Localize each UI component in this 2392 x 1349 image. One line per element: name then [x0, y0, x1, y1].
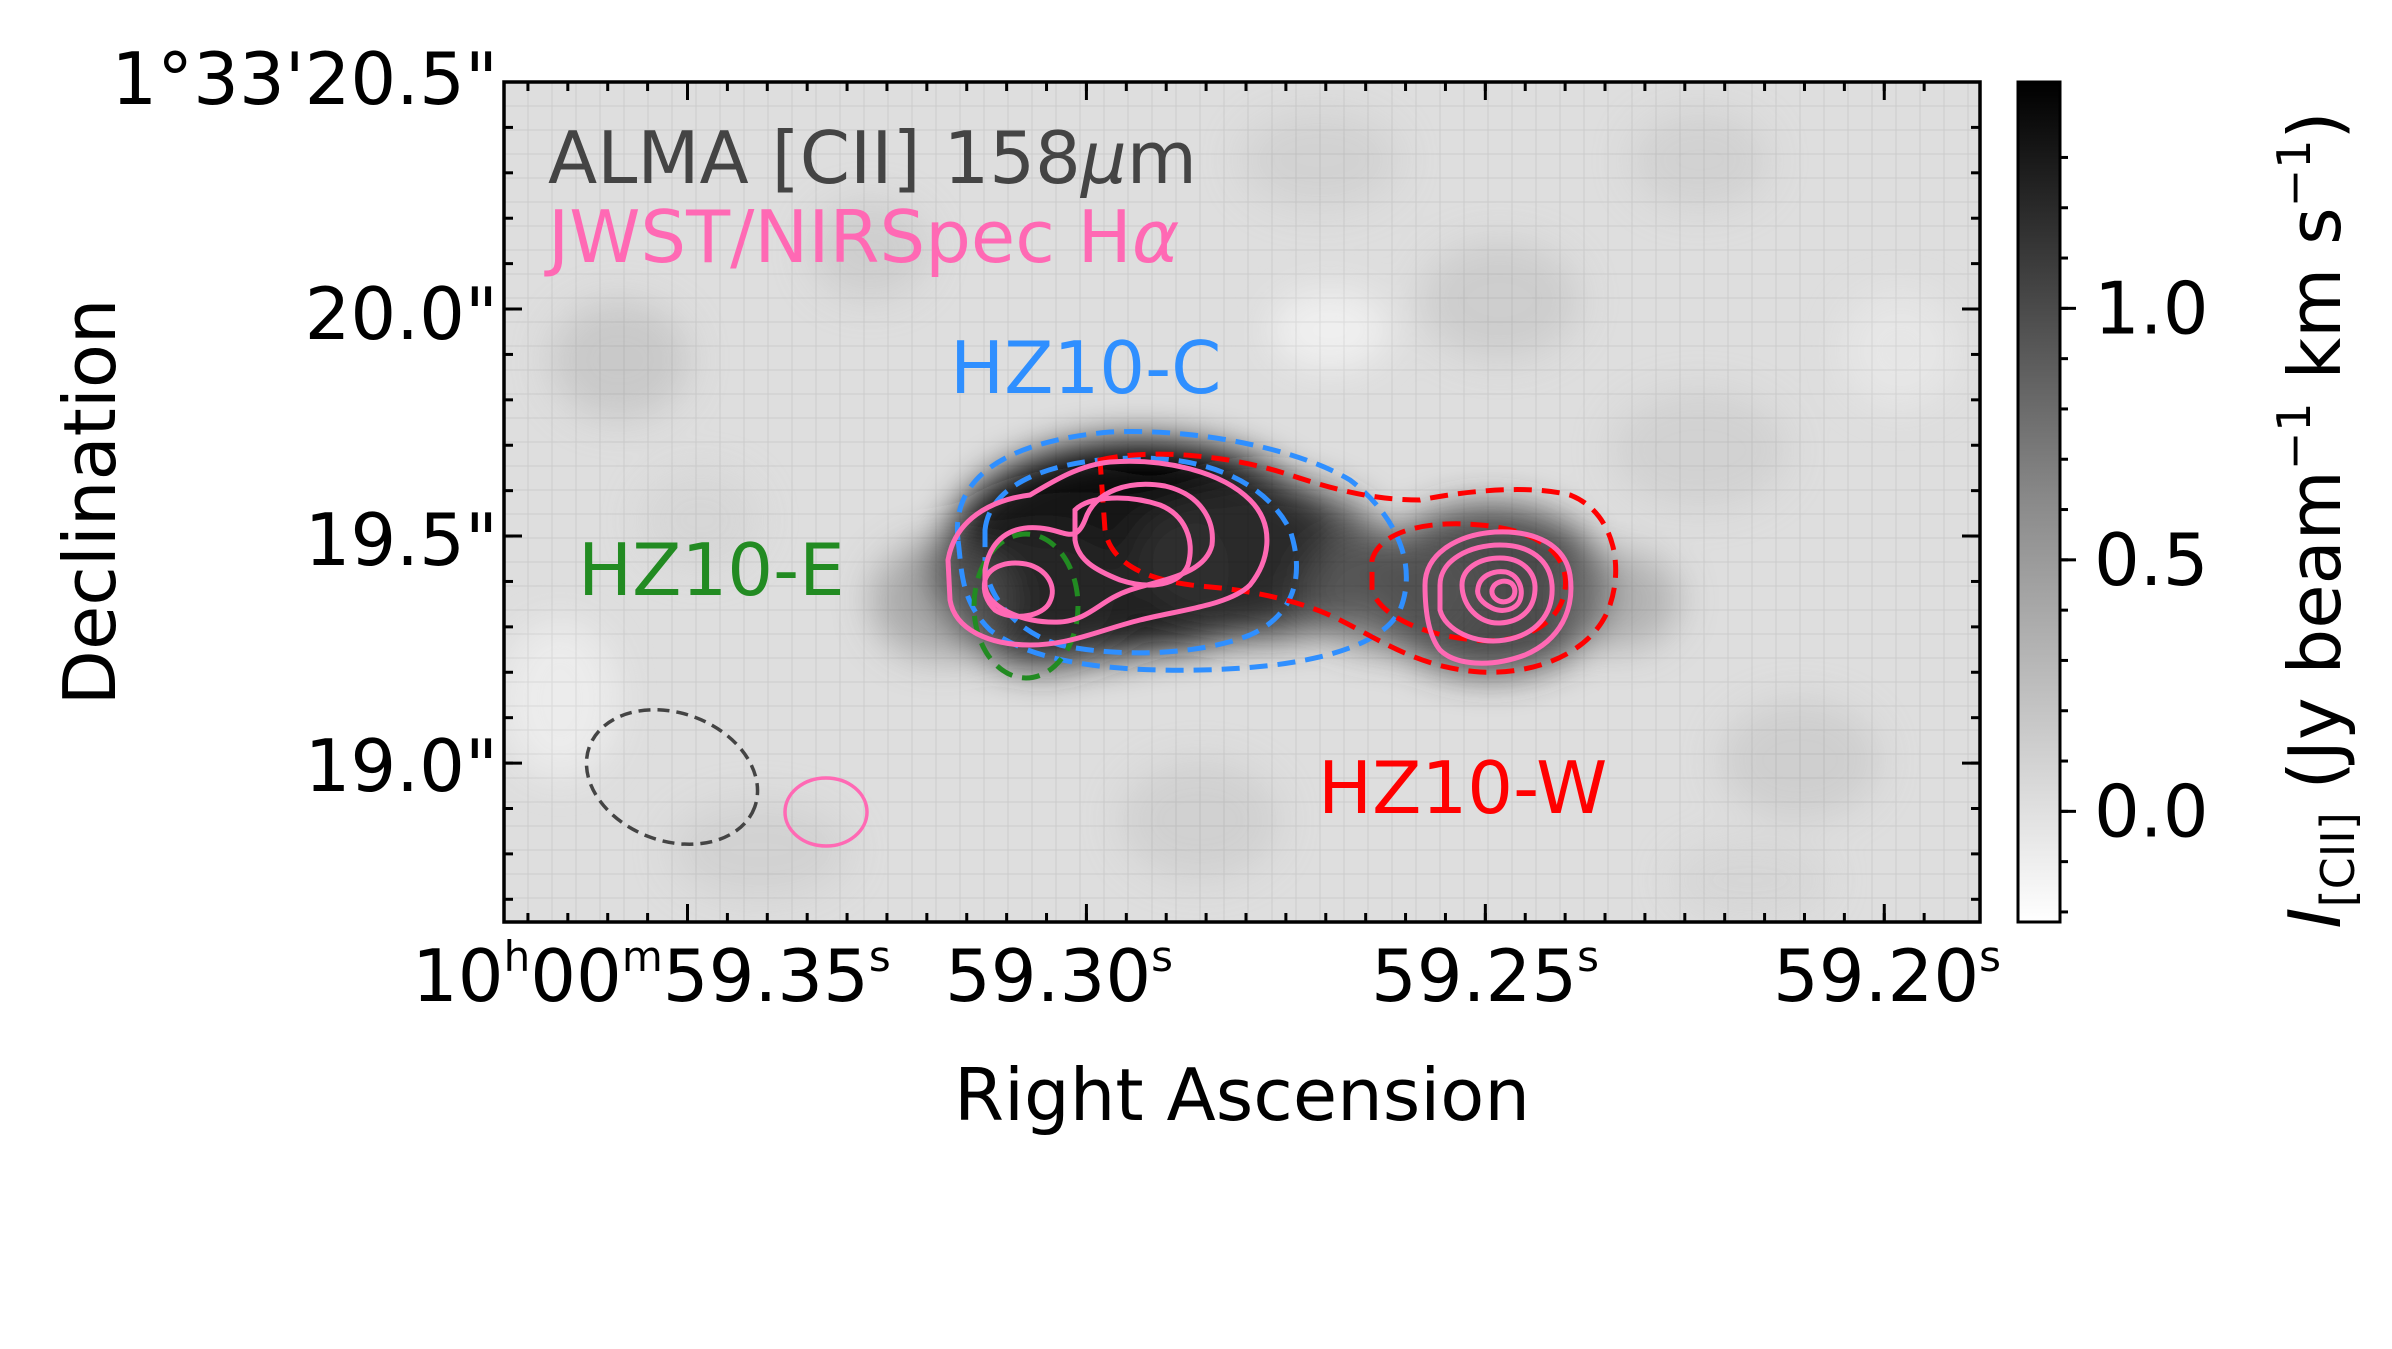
intensity-blob-17 [504, 620, 620, 780]
legend-alma-cii: ALMA [CII] 158μm [548, 116, 1197, 200]
intensity-blob-4 [1300, 530, 1480, 650]
x-tick-labels: 10h00m59.35s 59.30s 59.25s 59.20s [412, 932, 2001, 1018]
intensity-blob-20 [1670, 840, 1830, 920]
colorbar-label: I[CII] (Jy beam−1 km s−1) [2267, 111, 2365, 928]
halpha-w-contour-2 [1437, 542, 1555, 644]
halpha-w-contour-4 [1475, 569, 1524, 613]
alma-beam [584, 707, 760, 847]
colorbar-tick-labels: 0.0 0.5 1.0 [2094, 266, 2209, 853]
intensity-blob-11 [1610, 390, 1790, 510]
colorbar-gradient [2016, 80, 2062, 924]
label-hz10-w: HZ10-W [1318, 746, 1607, 830]
halpha-w-contour-3 [1459, 555, 1538, 626]
y-tick-label-20.0: 20.0" [305, 272, 498, 356]
plot-frame [502, 80, 1982, 924]
halpha-e-core-contour [981, 560, 1055, 619]
region-labels: HZ10-C HZ10-E HZ10-W [578, 326, 1607, 830]
y-axis-label: Declination [48, 298, 132, 705]
contours [584, 429, 1619, 848]
jwst-beam [783, 776, 869, 848]
intensity-blob-9 [810, 200, 930, 300]
intensity-blob-19 [1840, 290, 1960, 410]
intensity-blob-15 [670, 800, 850, 900]
colorbar-ticks [2060, 155, 2076, 914]
intensity-blob-13 [1240, 110, 1400, 210]
y-tick-label-19.5: 19.5" [305, 498, 498, 582]
legend-jwst-halpha: JWST/NIRSpec Hα [544, 195, 1179, 279]
y-tick-label-20.5: 1°33'20.5" [111, 37, 498, 121]
intensity-blob-16 [1120, 760, 1280, 880]
colorbar-tick-label-0.5: 0.5 [2094, 518, 2209, 602]
halpha-w-contour-5 [1489, 578, 1518, 605]
intensity-blob-7 [1560, 550, 1680, 650]
intensity-blob-14 [1630, 110, 1770, 210]
axis-ticks [504, 80, 1980, 922]
y-tick-labels: 1°33'20.5" 20.0" 19.5" 19.0" [111, 37, 498, 808]
halpha-c-core-contour [1072, 495, 1193, 588]
intensity-blob-18 [1270, 290, 1390, 370]
colorbar-tick-label-1.0: 1.0 [2094, 266, 2209, 350]
intensity-blob-10 [1420, 240, 1580, 360]
intensity-blob-8 [550, 300, 690, 420]
legend: ALMA [CII] 158μm JWST/NIRSpec Hα [544, 116, 1197, 279]
colorbar-tick-label-0.0: 0.0 [2094, 769, 2209, 853]
x-tick-label-59.30: 59.30s [945, 932, 1173, 1018]
intensity-blob-12 [1720, 700, 1880, 820]
halpha-w-contour-1 [1422, 529, 1574, 666]
intensity-blob-21 [640, 470, 760, 570]
y-tick-label-19.0: 19.0" [305, 724, 498, 808]
x-axis-label: Right Ascension [954, 1053, 1530, 1137]
label-hz10-c: HZ10-C [950, 326, 1221, 410]
label-hz10-e: HZ10-E [578, 528, 845, 612]
colorbar: 0.0 0.5 1.0 I[CII] (Jy beam−1 km s−1) [2016, 80, 2365, 929]
halpha-mid-contour [982, 481, 1215, 625]
cii-intensity-map [504, 82, 1980, 922]
halpha-outer-contour [945, 458, 1270, 648]
x-tick-label-59.25: 59.25s [1371, 932, 1599, 1018]
x-tick-label-59.35: 10h00m59.35s [412, 932, 891, 1018]
hz10-e-contour [971, 531, 1081, 681]
x-tick-label-59.20: 59.20s [1773, 932, 2001, 1018]
